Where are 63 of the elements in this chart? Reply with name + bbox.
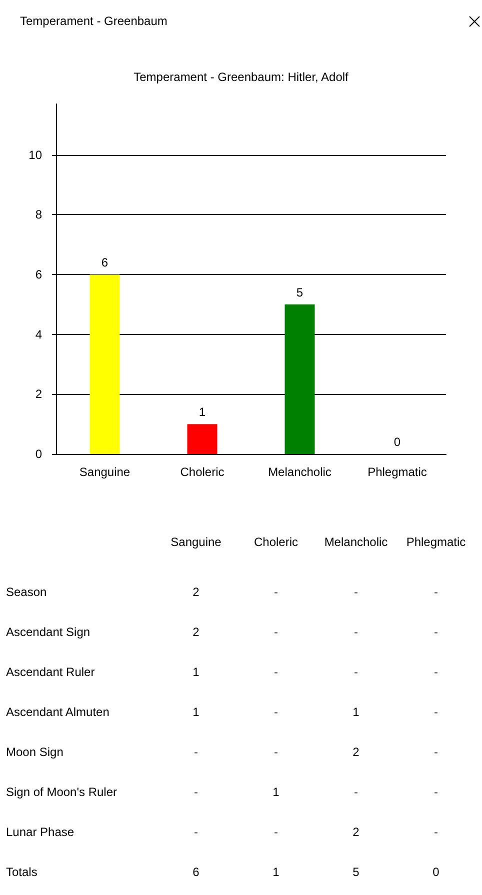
data-label: 0: [432, 865, 440, 879]
data-label: 2: [352, 745, 360, 759]
text: -: [354, 785, 358, 799]
text: -: [274, 585, 278, 599]
data-label: 2: [352, 825, 360, 839]
text: -: [434, 705, 438, 719]
bar: [187, 424, 218, 454]
data-label: 0: [394, 435, 401, 449]
data-label: 2: [192, 625, 200, 639]
x-tick-label: Sanguine: [170, 535, 222, 549]
y-tick-label: Moon Sign: [6, 745, 64, 759]
text: -: [434, 745, 438, 759]
x-tick-label: Melancholic: [268, 465, 332, 479]
data-label: 1: [192, 705, 200, 719]
text: -: [274, 745, 278, 759]
y-tick-label: 0: [35, 447, 42, 461]
data-label: 1: [198, 405, 206, 420]
text: -: [274, 625, 278, 639]
text: -: [354, 585, 358, 599]
chart-title: Temperament - Greenbaum: Hitler, Adolf: [134, 70, 350, 84]
y-tick-label: 4: [35, 327, 42, 342]
y-tick-label: Sign of Moon's Ruler: [6, 785, 118, 799]
bar: [90, 274, 120, 454]
bar: [284, 304, 315, 454]
text: -: [354, 665, 358, 679]
text: -: [274, 665, 278, 679]
data-label: 2: [192, 585, 200, 599]
data-label: 5: [296, 285, 304, 300]
data-label: 6: [192, 865, 200, 879]
y-tick-label: 6: [35, 268, 42, 282]
y-tick-label: Totals: [6, 865, 38, 879]
x-tick-label: Phlegmatic: [368, 465, 427, 479]
text: -: [274, 705, 278, 719]
y-tick-label: Ascendant Almuten: [6, 705, 110, 719]
y-tick-label: Lunar Phase: [6, 825, 74, 839]
data-label: 6: [101, 256, 108, 270]
data-label: 1: [272, 865, 280, 879]
y-tick-label: 10: [28, 148, 42, 162]
x-tick-label: Choleric: [254, 535, 298, 549]
data-label: 1: [272, 785, 280, 799]
y-tick-label: 2: [35, 387, 42, 402]
x-tick-label: Phlegmatic: [406, 535, 466, 549]
text: -: [434, 625, 438, 639]
text: -: [354, 625, 358, 639]
text: -: [434, 825, 438, 839]
y-tick-label: Ascendant Sign: [6, 625, 90, 639]
text: -: [434, 785, 438, 799]
text: -: [274, 825, 278, 839]
y-tick-label: Ascendant Ruler: [6, 665, 95, 679]
data-label: 1: [352, 705, 360, 719]
text: -: [194, 785, 198, 799]
text: -: [194, 745, 198, 759]
x-tick-label: Choleric: [180, 465, 224, 479]
text: Temperament - Greenbaum: [20, 13, 168, 29]
text: -: [434, 665, 438, 679]
data-label: 5: [352, 865, 360, 879]
data-label: 1: [192, 665, 200, 679]
x-tick-label: Sanguine: [79, 465, 130, 479]
x-tick-label: Melancholic: [324, 535, 388, 549]
y-tick-label: Season: [6, 585, 47, 599]
text: -: [434, 585, 438, 599]
y-tick-label: 8: [35, 208, 42, 222]
text: -: [194, 825, 198, 839]
